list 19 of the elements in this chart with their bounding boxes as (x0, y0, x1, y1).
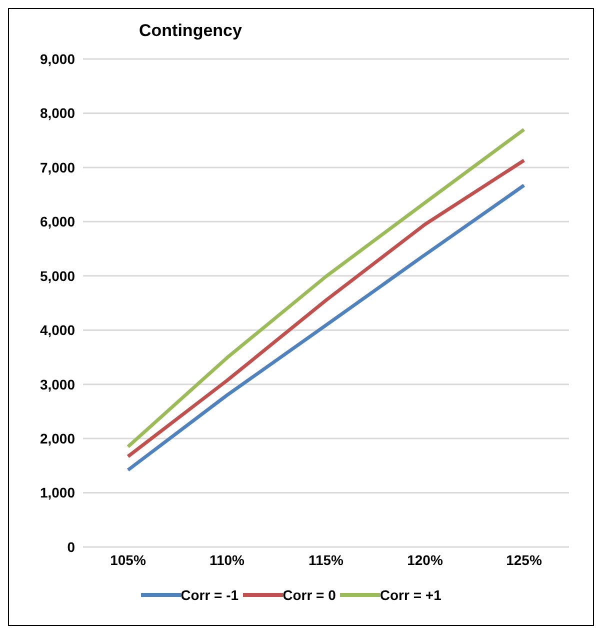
x-tick-label: 105% (110, 552, 146, 568)
y-tick-label: 1,000 (40, 484, 76, 501)
x-tick-label: 125% (506, 552, 542, 568)
legend-label: Corr = +1 (380, 587, 442, 603)
y-tick-label: 3,000 (40, 376, 76, 392)
chart-title: Contingency (139, 21, 242, 40)
y-tick-label: 4,000 (40, 322, 76, 338)
y-tick-label: 6,000 (40, 214, 76, 230)
legend-label: Corr = -1 (180, 587, 239, 603)
x-tick-label: 110% (209, 552, 246, 568)
x-tick-label: 120% (407, 552, 444, 568)
y-tick-label: 7,000 (40, 159, 76, 176)
x-tick-label: 115% (308, 552, 344, 568)
legend-label: Corr = 0 (282, 587, 336, 603)
y-tick-label: 9,000 (40, 50, 76, 67)
y-tick-label: 0 (67, 538, 76, 555)
y-tick-label: 2,000 (40, 430, 76, 447)
y-tick-label: 8,000 (40, 105, 76, 122)
y-tick-label: 5,000 (40, 268, 76, 284)
